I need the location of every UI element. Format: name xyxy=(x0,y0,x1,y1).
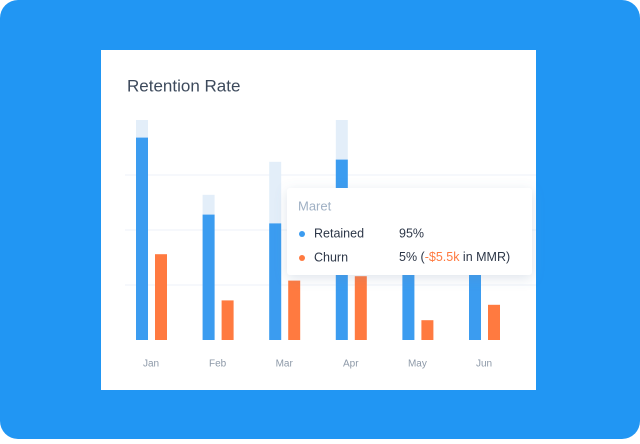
tooltip-box xyxy=(287,188,532,275)
tooltip: Maret Retained Churn 95% 5% (-$5.5k in MMR) xyxy=(287,188,532,275)
bar xyxy=(421,320,434,340)
tooltip-value: 5% (-$5.5k in MMR) xyxy=(399,250,510,264)
legend-label: Retained xyxy=(314,226,364,240)
tooltip-text-part: 5% ( xyxy=(399,250,426,264)
bar xyxy=(488,304,500,340)
tooltip-title: Maret xyxy=(298,198,332,213)
x-tick-label: Feb xyxy=(209,359,227,370)
bar xyxy=(136,137,148,340)
legend-label: Churn xyxy=(314,250,348,264)
bar xyxy=(354,276,367,340)
x-tick-label: Jun xyxy=(476,359,492,370)
x-tick-label: Jan xyxy=(143,359,159,370)
bar xyxy=(155,254,167,340)
plot: Jan Feb Mar Apr May Jun xyxy=(125,120,536,370)
tooltip-text-part: -$5.5k xyxy=(425,250,460,264)
tooltip-text-part: in MMR) xyxy=(459,250,510,264)
x-tick-label: Apr xyxy=(343,359,359,370)
bar xyxy=(202,214,215,340)
bar xyxy=(221,300,234,340)
x-tick-label: May xyxy=(408,359,427,370)
chart-title: Retention Rate xyxy=(127,76,240,95)
bar xyxy=(402,269,415,340)
legend-dot xyxy=(299,255,305,261)
bar xyxy=(469,269,481,340)
x-tick-label: Mar xyxy=(276,359,294,370)
bar xyxy=(269,223,282,340)
legend-dot xyxy=(299,231,305,237)
bar xyxy=(288,280,301,340)
tooltip-value: 95% xyxy=(399,226,424,240)
